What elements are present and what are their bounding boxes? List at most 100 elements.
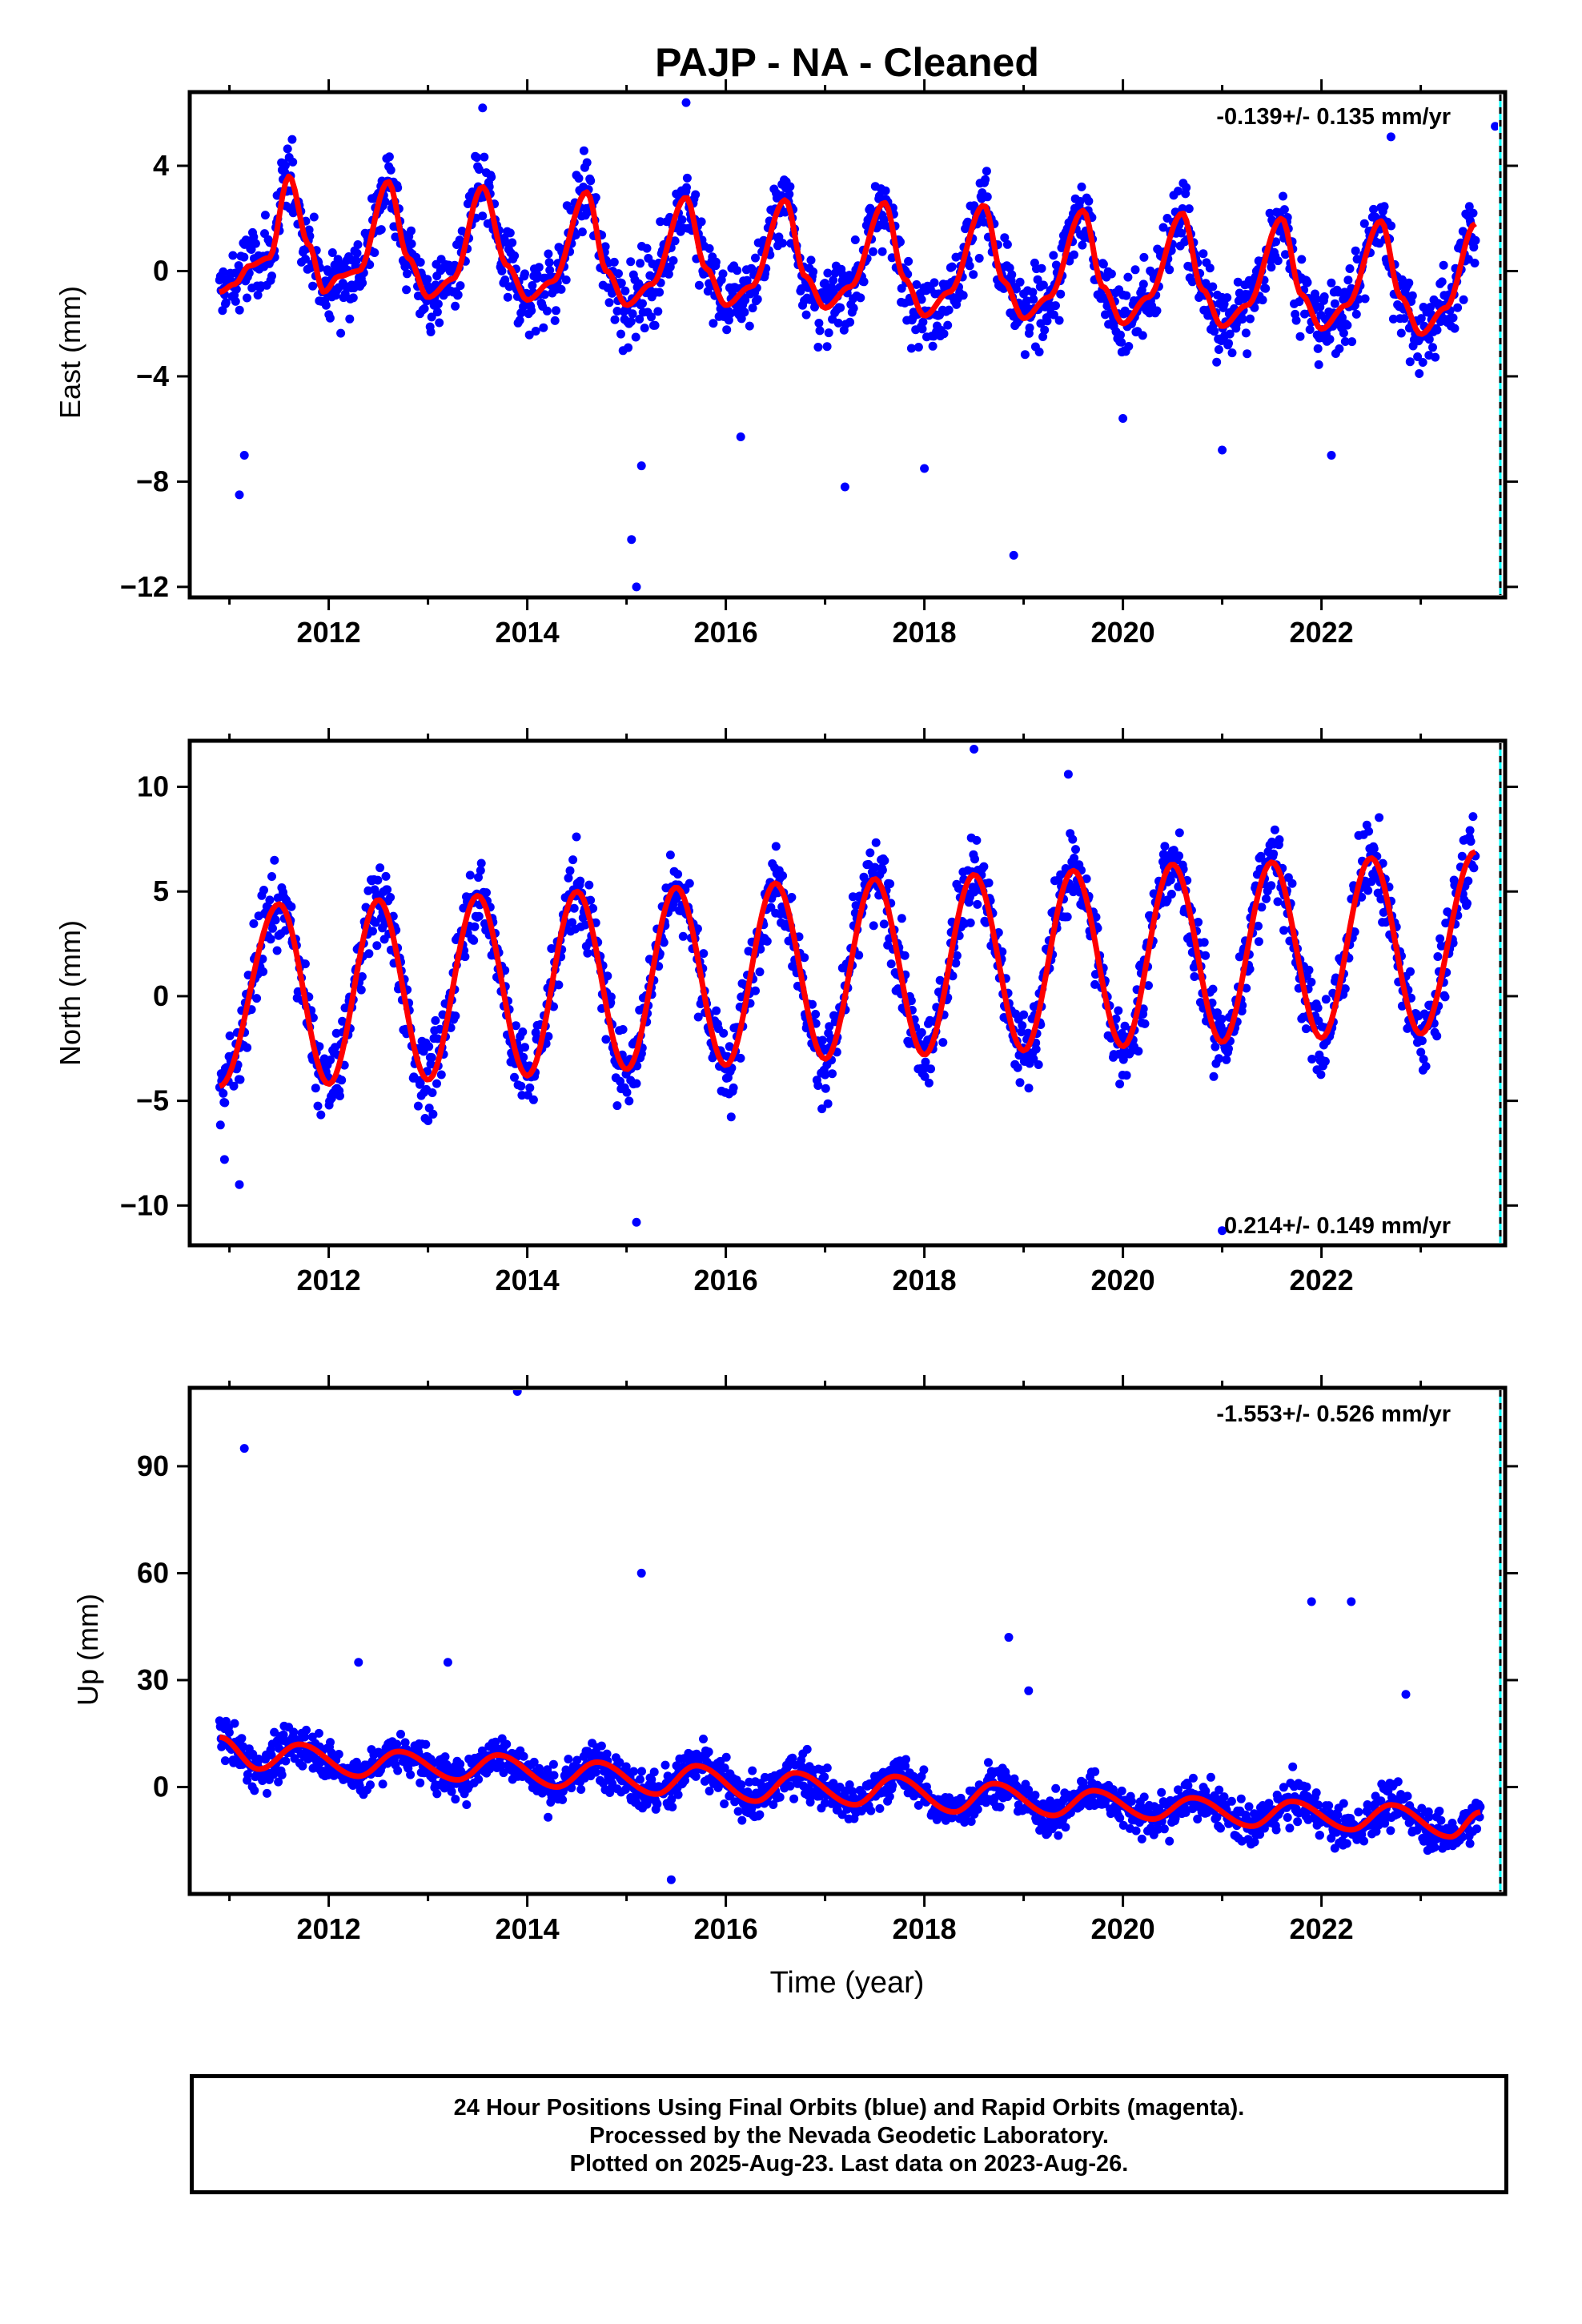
- north-position-point: [1466, 837, 1476, 846]
- up-position-point: [917, 1771, 926, 1781]
- east-position-point: [416, 258, 425, 267]
- up-position-point: [462, 1800, 472, 1809]
- up-position-point: [919, 1765, 929, 1775]
- up-position-point: [737, 1780, 746, 1790]
- north-position-point: [544, 1031, 553, 1041]
- east-position-point: [1359, 219, 1369, 228]
- east-position-point: [376, 225, 386, 235]
- east-position-point: [616, 329, 625, 339]
- up-position-point: [1188, 1773, 1198, 1783]
- east-position-point: [561, 275, 571, 284]
- east-position-point: [1448, 313, 1458, 323]
- east-position-point: [1056, 289, 1066, 299]
- east-position-point: [500, 275, 510, 284]
- east-position-point: [1453, 303, 1463, 312]
- east-position-point: [1327, 278, 1336, 287]
- north-position-point: [1270, 825, 1279, 834]
- east-position-point: [407, 226, 416, 235]
- up-position-point: [1157, 1787, 1166, 1797]
- east-position-point: [1450, 324, 1460, 333]
- north-position-point: [368, 927, 377, 936]
- east-position-point: [427, 312, 436, 322]
- north-position-point: [1369, 844, 1379, 854]
- up-position-point: [567, 1783, 576, 1793]
- up-position-point: [748, 1766, 757, 1775]
- east-position-point: [653, 307, 663, 316]
- north-position-point: [1267, 881, 1276, 891]
- north-position-point: [340, 1003, 350, 1013]
- east-position-point: [869, 247, 877, 256]
- north-position-point: [1397, 1001, 1407, 1011]
- up-position-point: [499, 1768, 508, 1778]
- east-position-point: [451, 301, 460, 311]
- east-position-point: [624, 343, 633, 352]
- east-outlier-point: [1386, 132, 1395, 142]
- north-position-point: [474, 911, 484, 921]
- north-position-point: [869, 921, 878, 931]
- north-position-point: [1350, 927, 1359, 937]
- north-position-point: [719, 1028, 729, 1038]
- east-position-point: [474, 165, 484, 174]
- up-position-point: [615, 1758, 624, 1767]
- up-position-point: [334, 1750, 343, 1759]
- east-outlier-point: [636, 461, 646, 471]
- up-position-point: [230, 1719, 239, 1728]
- east-position-point: [472, 153, 482, 163]
- east-position-point: [974, 254, 984, 263]
- east-position-point: [218, 306, 227, 316]
- east-position-point: [849, 304, 858, 313]
- east-position-point: [1038, 280, 1048, 290]
- east-position-point: [626, 257, 636, 267]
- east-position-point: [253, 291, 263, 300]
- up-position-point: [1127, 1796, 1136, 1806]
- east-position-point: [947, 262, 957, 271]
- east-position-point: [850, 235, 860, 244]
- north-position-point: [1213, 1008, 1222, 1018]
- east-position-point: [260, 211, 270, 220]
- north-position-point: [821, 1070, 830, 1080]
- east-position-point: [1339, 328, 1348, 338]
- east-position-point: [1305, 325, 1315, 334]
- north-position-point: [935, 975, 945, 985]
- north-position-point: [300, 959, 310, 969]
- north-position-point: [622, 1088, 632, 1097]
- north-outlier-point: [1218, 1226, 1227, 1236]
- up-position-point: [237, 1734, 247, 1743]
- east-position-point: [650, 320, 660, 330]
- east-position-point: [586, 176, 596, 186]
- east-position-point: [1022, 296, 1031, 306]
- up-position-point: [406, 1770, 416, 1779]
- up-position-point: [537, 1788, 547, 1798]
- north-position-point: [1056, 870, 1066, 879]
- north-position-point: [451, 1011, 460, 1021]
- north-position-point: [510, 1072, 519, 1082]
- east-position-point: [1122, 291, 1131, 300]
- east-position-point: [917, 295, 926, 304]
- east-position-point: [1415, 369, 1424, 378]
- up-position-point: [733, 1807, 743, 1816]
- up-position-point: [596, 1741, 606, 1751]
- east-position-point: [809, 267, 818, 276]
- north-position-point: [885, 879, 895, 889]
- north-position-point: [356, 985, 366, 995]
- north-position-point: [603, 971, 612, 981]
- north-position-point: [612, 1101, 622, 1111]
- east-position-point: [1225, 329, 1235, 339]
- east-position-point: [691, 190, 701, 199]
- east-position-point: [380, 197, 390, 207]
- up-position-point: [636, 1775, 644, 1784]
- north-position-point: [511, 1021, 520, 1031]
- up-position-point: [866, 1806, 876, 1815]
- north-position-point: [1257, 903, 1267, 912]
- east-position-point: [1360, 294, 1370, 304]
- east-position-point: [531, 327, 540, 336]
- east-position-point: [829, 275, 838, 285]
- north-position-point: [364, 949, 374, 959]
- north-position-point: [1122, 1071, 1131, 1080]
- east-position-point: [753, 295, 762, 304]
- east-position-point: [280, 161, 290, 171]
- east-position-point: [566, 205, 576, 215]
- east-position-point: [544, 249, 553, 259]
- up-position-point: [667, 1795, 677, 1804]
